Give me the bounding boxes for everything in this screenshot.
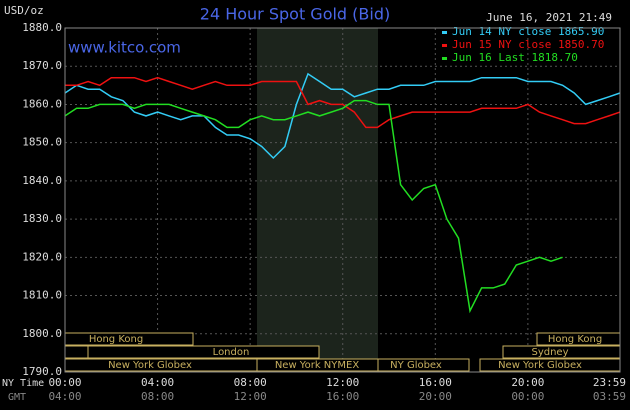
y-tick-label: 1840.0: [22, 174, 62, 187]
x2-tick-label: 04:00: [48, 390, 81, 403]
x-tick-label: 16:00: [419, 376, 452, 389]
watermark: www.kitco.com: [68, 39, 181, 57]
legend-label: Jun 16 Last 1818.70: [452, 51, 578, 64]
x2-tick-label: 00:00: [511, 390, 544, 403]
y-tick-label: 1870.0: [22, 59, 62, 72]
x2-tick-label: 16:00: [326, 390, 359, 403]
session-label: London: [213, 347, 250, 358]
x-axis-label: NY Time: [2, 378, 44, 389]
y-tick-label: 1830.0: [22, 212, 62, 225]
x-tick-label: 23:59: [593, 376, 626, 389]
x-tick-label: 04:00: [141, 376, 174, 389]
y-tick-label: 1820.0: [22, 250, 62, 263]
x-tick-label: 20:00: [511, 376, 544, 389]
session-label: Sydney: [531, 347, 568, 358]
legend-swatch: [442, 57, 447, 60]
x-tick-label: 08:00: [234, 376, 267, 389]
x2-tick-label: 12:00: [234, 390, 267, 403]
plot-frame: [64, 27, 621, 373]
chart-title: 24 Hour Spot Gold (Bid): [200, 5, 390, 24]
x-tick-label: 12:00: [326, 376, 359, 389]
legend-swatch: [442, 31, 447, 34]
y-tick-label: 1850.0: [22, 136, 62, 149]
session-label: Hong Kong: [89, 334, 143, 345]
y-tick-label: 1860.0: [22, 97, 62, 110]
series-line: [65, 76, 621, 129]
y-tick-label: 1880.0: [22, 21, 62, 34]
session-shade: [257, 28, 378, 372]
session-label: Hong Kong: [548, 334, 602, 345]
x-tick-label: 00:00: [48, 376, 81, 389]
x2-tick-label: 20:00: [419, 390, 452, 403]
legend-label: Jun 15 NY close 1850.70: [452, 38, 604, 51]
y-tick-label: 1790.0: [22, 365, 62, 378]
legend-swatch: [442, 44, 447, 47]
session-label: New York Globex: [498, 360, 582, 371]
series-line: [64, 72, 621, 160]
timestamp: June 16, 2021 21:49: [486, 11, 612, 24]
x2-axis-label: GMT: [8, 392, 26, 403]
series-line: [64, 99, 563, 314]
x2-tick-label: 03:59: [593, 390, 626, 403]
y-tick-label: 1810.0: [22, 289, 62, 302]
session-label: New York NYMEX: [275, 360, 360, 371]
unit-label: USD/oz: [4, 4, 44, 17]
session-box: [64, 345, 89, 359]
session-box: [377, 358, 470, 372]
legend-label: Jun 14 NY close 1865.90: [452, 25, 604, 38]
sessions: Hong Kong London New York Globex New Yor…: [64, 332, 621, 372]
session-label: New York Globex: [108, 360, 192, 371]
session-label: NY Globex: [390, 360, 442, 371]
y-tick-label: 1800.0: [22, 327, 62, 340]
x2-tick-label: 08:00: [141, 390, 174, 403]
session-box: [87, 345, 320, 359]
